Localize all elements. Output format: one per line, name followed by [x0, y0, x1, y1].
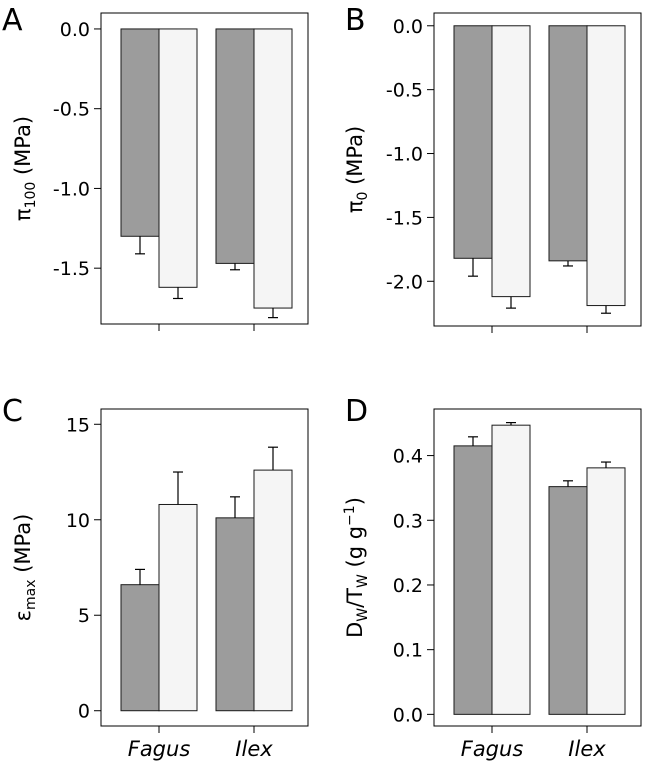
y-tick-label: -1.5	[53, 258, 90, 280]
y-axis-title-part: 100	[23, 182, 39, 209]
error-bar	[268, 446, 278, 471]
bar-ilex-series-2	[586, 467, 626, 715]
y-tick-label: 0.3	[393, 510, 423, 532]
error-bar	[563, 480, 573, 487]
y-axis-title-part: D	[343, 622, 367, 638]
y-tick-label: 0.0	[60, 19, 90, 41]
panel-letter: B	[345, 3, 366, 38]
error-bar	[563, 260, 573, 267]
bar-fagus-series-1	[120, 28, 160, 237]
y-axis-title-part: π	[343, 200, 367, 213]
bar-fagus-series-2	[491, 424, 531, 715]
error-bar	[230, 496, 240, 518]
y-tick-label: 0.2	[393, 575, 423, 597]
panel-b: B 0.0 -0.5 -1.0 -1.5 -2.0 π0 (MPa)	[343, 3, 642, 333]
y-tick-label: 5	[78, 605, 90, 627]
panel-a: A 0.0 -0.5 -1.0 -1.5 π100 (MPa)	[2, 3, 309, 331]
y-axis-title: π100 (MPa)	[11, 116, 39, 221]
y-axis-title-part: W	[355, 574, 371, 588]
y-tick-label: -2.0	[386, 271, 423, 293]
y-tick-label: 0.1	[393, 640, 423, 662]
bar-fagus-series-1	[453, 25, 493, 259]
error-bar	[173, 287, 183, 300]
plot-frame	[433, 12, 642, 327]
error-bar	[230, 263, 240, 271]
bar-fagus-series-2	[158, 28, 198, 288]
bar-fagus-series-1	[120, 584, 160, 712]
error-bar	[268, 308, 278, 319]
error-bar	[468, 436, 478, 446]
y-axis-title-part: )	[343, 497, 367, 505]
bar-ilex-series-2	[253, 469, 293, 712]
bar-fagus-series-1	[453, 445, 493, 715]
y-axis-title: DW/TW (g g−1)	[342, 497, 371, 638]
y-tick-label: -1.0	[53, 178, 90, 200]
panel-c: C 0 5 10 15 Fagus Ilex εmax (MPa)	[2, 394, 309, 761]
y-axis-title-part: /T	[343, 588, 367, 608]
y-axis-title: π0 (MPa)	[343, 126, 371, 213]
y-tick-label: -0.5	[53, 99, 90, 121]
error-bar	[468, 258, 478, 277]
bar-ilex-series-1	[215, 517, 255, 712]
y-axis-title-part: 0	[355, 192, 371, 201]
y-axis-title-part: ε	[11, 610, 35, 621]
bar-fagus-series-2	[491, 25, 531, 298]
y-axis-title-part: max	[23, 579, 39, 610]
y-axis-title-part: (MPa)	[343, 126, 367, 192]
error-bar	[506, 421, 516, 426]
y-axis-title-part: (MPa)	[11, 514, 35, 580]
y-tick-label: -1.5	[386, 207, 423, 229]
bar-ilex-series-2	[253, 28, 293, 309]
error-bar	[173, 471, 183, 505]
y-axis-title-part: W	[355, 608, 371, 622]
y-tick-label: 0	[78, 701, 90, 723]
y-axis-title-part: −1	[342, 505, 358, 526]
error-bar	[135, 236, 145, 255]
y-tick-label: 0.0	[393, 16, 423, 38]
bar-fagus-series-2	[158, 503, 198, 712]
error-bar	[601, 461, 611, 468]
y-axis-title-part: π	[11, 208, 35, 221]
panel-letter: A	[2, 3, 23, 38]
y-axis-title: εmax (MPa)	[11, 514, 39, 622]
y-tick-label: 10	[66, 510, 90, 532]
panel-letter: D	[345, 394, 368, 429]
y-tick-label: -0.5	[386, 80, 423, 102]
category-label-ilex: Ilex	[235, 737, 273, 761]
bar-ilex-series-2	[586, 25, 626, 307]
y-axis-title-part: (g g	[343, 526, 367, 574]
y-tick-label: -1.0	[386, 144, 423, 166]
plot-frame	[100, 408, 309, 727]
bar-ilex-series-1	[548, 486, 588, 715]
error-bar	[506, 296, 516, 309]
category-label-fagus: Fagus	[461, 737, 524, 761]
plot-frame	[433, 408, 642, 727]
y-tick-label: 0.4	[393, 446, 423, 468]
category-label-ilex: Ilex	[568, 737, 606, 761]
plot-frame	[100, 12, 309, 325]
y-tick-label: 0.0	[393, 704, 423, 726]
bar-ilex-series-1	[215, 28, 255, 264]
bar-ilex-series-1	[548, 25, 588, 262]
category-label-fagus: Fagus	[128, 737, 191, 761]
error-bar	[135, 568, 145, 585]
error-bar	[601, 305, 611, 314]
y-tick-label: 15	[66, 414, 90, 436]
y-axis-title-part: (MPa)	[11, 116, 35, 182]
panel-letter: C	[2, 394, 23, 429]
